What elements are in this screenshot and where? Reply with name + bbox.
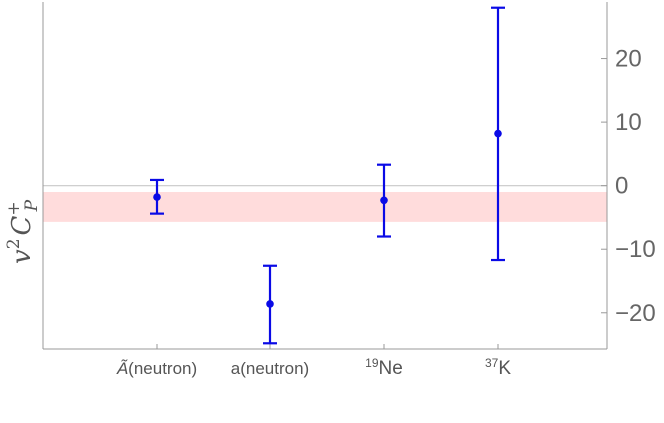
ylabel-subscript: P bbox=[22, 199, 42, 212]
category-name: K bbox=[498, 358, 511, 379]
x-category-label: 19Ne bbox=[365, 356, 403, 379]
y-axis-label: v2 C+P bbox=[4, 199, 42, 264]
shaded-band bbox=[43, 192, 607, 222]
ylabel-symbol: C bbox=[7, 215, 37, 235]
y-tick-label: −20 bbox=[615, 300, 656, 327]
x-category-label: Ã(neutron) bbox=[116, 359, 197, 378]
y-tick-label: 10 bbox=[615, 109, 642, 136]
x-category-label: a(neutron) bbox=[231, 359, 309, 378]
category-superscript: 19 bbox=[365, 356, 379, 370]
category-name: (neutron) bbox=[240, 359, 309, 378]
data-point bbox=[153, 193, 161, 201]
data-point bbox=[266, 300, 274, 308]
category-prefix: Ã bbox=[116, 359, 128, 378]
data-point bbox=[380, 196, 388, 204]
y-tick-label: −10 bbox=[615, 236, 656, 263]
category-superscript: 37 bbox=[485, 356, 499, 370]
ylabel-superscript: + bbox=[4, 201, 24, 215]
ylabel-base: v bbox=[7, 249, 37, 264]
y-tick-label: 0 bbox=[615, 173, 628, 200]
category-name: (neutron) bbox=[128, 359, 197, 378]
category-name: Ne bbox=[379, 358, 403, 379]
ylabel-power: 2 bbox=[4, 238, 24, 249]
y-tick-label: 20 bbox=[615, 46, 642, 73]
x-category-label: 37K bbox=[485, 356, 511, 379]
data-point bbox=[494, 130, 502, 138]
